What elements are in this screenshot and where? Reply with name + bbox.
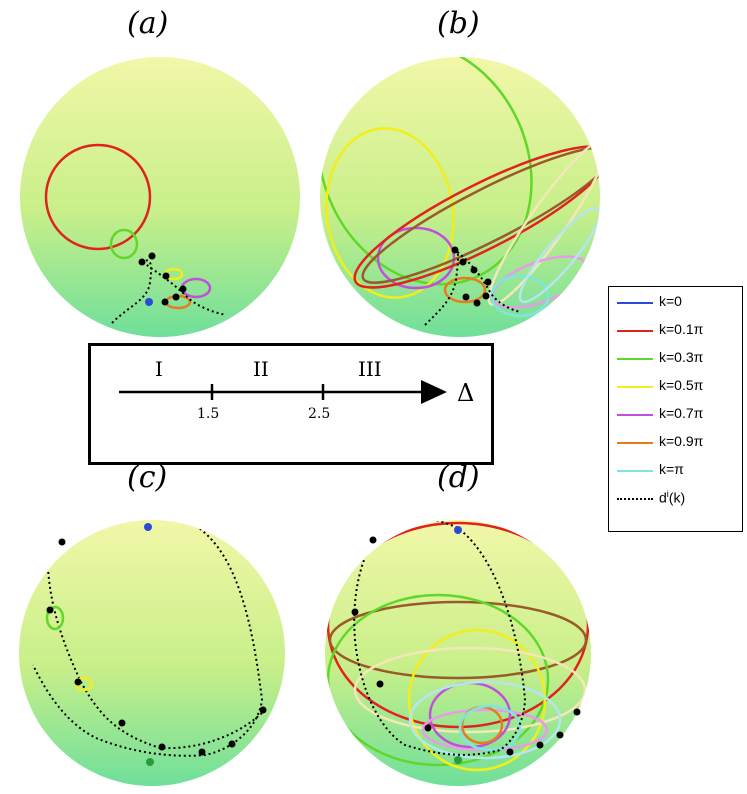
phase-diagram: I II III 1.5 2.5 Δ: [88, 343, 494, 465]
panel-label-d: (d): [437, 460, 480, 495]
markers-b: [451, 246, 492, 307]
legend-entry: k=0.3π: [609, 345, 742, 373]
loop-k0.1pi-d-back: [328, 600, 588, 680]
loop-k0.3pi-c: [45, 605, 65, 631]
marker-k0-c: [144, 523, 152, 531]
loop-k0.1pi-a: [44, 143, 152, 251]
legend-label: k=0.9π: [659, 433, 704, 449]
loop-k0.7pi-b: [376, 226, 456, 290]
legend-entry: k=0: [609, 289, 742, 317]
legend-label: k=0.3π: [659, 349, 704, 365]
legend-label: k=0.5π: [659, 377, 704, 393]
legend-swatch: [617, 386, 653, 388]
legend-swatch: [617, 330, 653, 332]
trajectory-c: [32, 520, 266, 757]
loop-k0.9pi-b: [443, 276, 487, 304]
legend-label-trajectory: di(k): [659, 489, 686, 506]
legend-label: k=0: [659, 293, 682, 309]
region-label-2: II: [253, 357, 269, 381]
legend-swatch: [617, 470, 653, 472]
tick-label-2: 2.5: [308, 406, 331, 422]
legend-swatch: [617, 358, 653, 360]
marker-k0-d: [454, 526, 462, 534]
legend: k=0 k=0.1π k=0.3π k=0.5π k=0.7π k=0.9π k…: [608, 286, 743, 532]
sphere-c: [19, 520, 285, 786]
marker-kpi-d: [454, 756, 462, 764]
legend-swatch: [617, 302, 653, 304]
loop-kpi-d-front: [458, 704, 522, 752]
loop-k0.3pi-d: [326, 593, 550, 767]
phase-axis: [119, 380, 447, 404]
legend-swatch: [617, 414, 653, 416]
loop-k0.3pi-a: [109, 228, 139, 260]
markers-a: [138, 252, 187, 306]
arrow-head-icon: [421, 380, 447, 404]
region-label-1: I: [155, 357, 163, 381]
loop-k0.5pi-d: [407, 628, 547, 772]
loop-k0.1pi-d: [326, 521, 590, 729]
legend-swatch-dotted: [617, 498, 653, 500]
marker-kpi-c: [146, 758, 154, 766]
loop-k0.5pi-d-back: [353, 646, 587, 734]
loop-k0.1pi-b: [353, 145, 600, 289]
legend-entry: k=0.9π: [609, 429, 742, 457]
markers-c: [46, 538, 267, 756]
loop-k0.3pi-b: [320, 57, 533, 286]
legend-swatch: [617, 442, 653, 444]
panel-label-c: (c): [127, 460, 168, 495]
legend-label: k=π: [659, 461, 684, 477]
tick-label-1: 1.5: [197, 406, 220, 422]
panel-label-a: (a): [127, 6, 169, 41]
sphere-d: [325, 520, 591, 786]
trajectory-d: [353, 520, 527, 756]
legend-entry: k=0.5π: [609, 373, 742, 401]
sphere-a: [20, 57, 300, 337]
legend-entry: k=0.7π: [609, 401, 742, 429]
marker-k0-a: [145, 298, 153, 306]
loop-kpi-b-back: [518, 206, 600, 304]
legend-entry: k=π: [609, 457, 742, 485]
loop-kpi-d: [408, 680, 562, 760]
loop-k0.1pi-b-back: [361, 146, 600, 284]
legend-label: k=0.1π: [659, 321, 704, 337]
markers-d: [351, 536, 581, 756]
panel-label-b: (b): [437, 6, 480, 41]
sphere-b: [320, 57, 600, 337]
axis-label-delta: Δ: [457, 379, 475, 407]
legend-label: k=0.7π: [659, 405, 704, 421]
legend-entry: k=0.1π: [609, 317, 742, 345]
legend-entry-trajectory: di(k): [609, 485, 742, 513]
region-label-3: III: [358, 357, 382, 381]
